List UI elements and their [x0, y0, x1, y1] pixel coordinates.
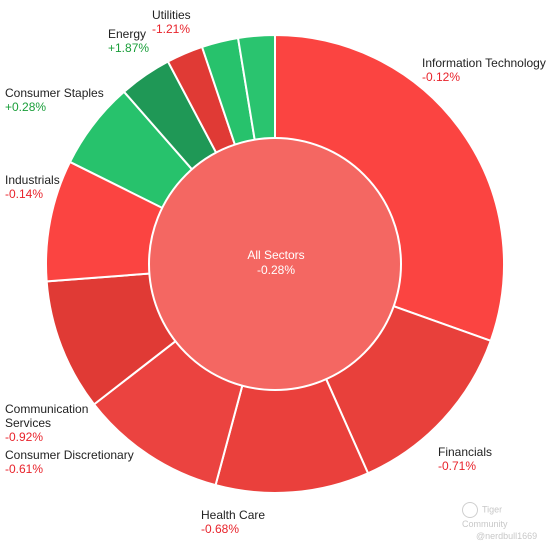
label-energy: Energy +1.87% [108, 27, 149, 55]
label-name: Information Technology [422, 56, 546, 70]
label-change: -0.12% [422, 70, 461, 84]
label-name-line-2: Services [5, 416, 52, 430]
label-name: Consumer Staples [5, 86, 104, 100]
label-change: -0.68% [201, 522, 240, 536]
label-name: Energy [108, 27, 147, 41]
label-financials: Financials -0.71% [438, 445, 492, 473]
label-name: Financials [438, 445, 493, 459]
tiger-logo-icon [462, 502, 478, 518]
label-communication-services: Communication Services -0.92% [5, 402, 88, 444]
watermark-brand: Tiger Community [462, 504, 508, 529]
label-name: Health Care [201, 508, 266, 522]
label-name: Utilities [152, 8, 191, 22]
label-change: +0.28% [5, 100, 47, 114]
label-change: -0.14% [5, 187, 44, 201]
label-name: Consumer Discretionary [5, 448, 134, 462]
label-change: -0.71% [438, 459, 477, 473]
center-change: -0.28% [256, 263, 296, 277]
label-industrials: Industrials -0.14% [5, 173, 60, 201]
label-change: -0.92% [5, 430, 44, 444]
label-change: -1.21% [152, 22, 191, 36]
label-information-technology: Information Technology -0.12% [422, 56, 546, 84]
label-change: +1.87% [108, 41, 150, 55]
label-name-line-1: Communication [5, 402, 89, 416]
center-disc [148, 137, 402, 391]
label-change: -0.61% [5, 462, 44, 476]
watermark: Tiger Community @nerdbull1669 [462, 502, 548, 542]
label-utilities: Utilities -1.21% [152, 8, 191, 36]
center-summary: All Sectors -0.28% [196, 248, 356, 278]
watermark-user: @nerdbull1669 [476, 531, 538, 541]
label-health-care: Health Care -0.68% [201, 508, 265, 536]
label-name: Industrials [5, 173, 60, 187]
label-consumer-discretionary: Consumer Discretionary -0.61% [5, 448, 134, 476]
label-consumer-staples: Consumer Staples +0.28% [5, 86, 104, 114]
center-label: All Sectors [247, 248, 305, 262]
